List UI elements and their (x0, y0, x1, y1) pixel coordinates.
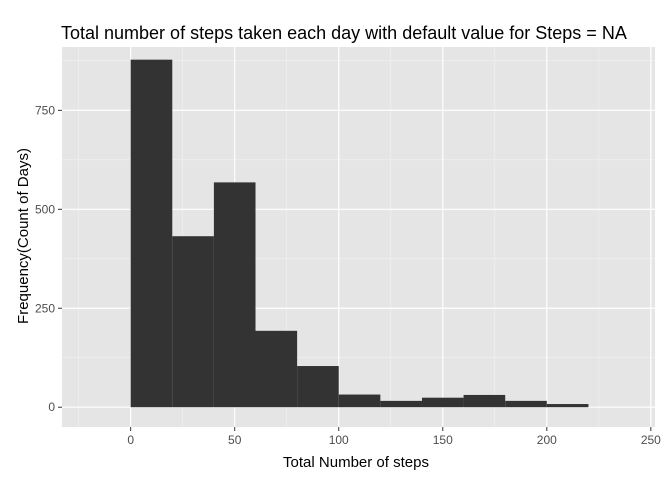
x-tick-label: 250 (641, 433, 661, 447)
histogram-bar (255, 330, 298, 408)
histogram-bar (130, 59, 173, 408)
histogram-bar (380, 400, 422, 408)
histogram-bar (505, 400, 547, 408)
histogram-bar (421, 397, 464, 408)
histogram-bar (297, 366, 339, 408)
histogram-bar (213, 182, 256, 408)
histogram-bar (546, 404, 589, 408)
x-tick-label: 50 (228, 433, 242, 447)
histogram-bar (172, 236, 214, 408)
x-tick-label: 200 (537, 433, 557, 447)
y-axis-ticks: 0 250 500 750 (35, 103, 62, 414)
y-axis-label: Frequency(Count of Days) (15, 148, 32, 324)
y-tick-label: 0 (48, 400, 55, 414)
x-tick-label: 0 (127, 433, 134, 447)
histogram-bars (130, 59, 589, 408)
chart-title: Total number of steps taken each day wit… (61, 23, 627, 43)
x-tick-label: 100 (329, 433, 349, 447)
histogram-bar (338, 394, 381, 408)
x-axis-label: Total Number of steps (283, 454, 429, 471)
y-tick-label: 250 (35, 301, 55, 315)
y-tick-label: 750 (35, 103, 55, 117)
histogram-bar (463, 394, 506, 408)
x-tick-label: 150 (433, 433, 453, 447)
y-tick-label: 500 (35, 202, 55, 216)
x-axis-ticks: 0 50 100 150 200 250 (127, 427, 661, 447)
